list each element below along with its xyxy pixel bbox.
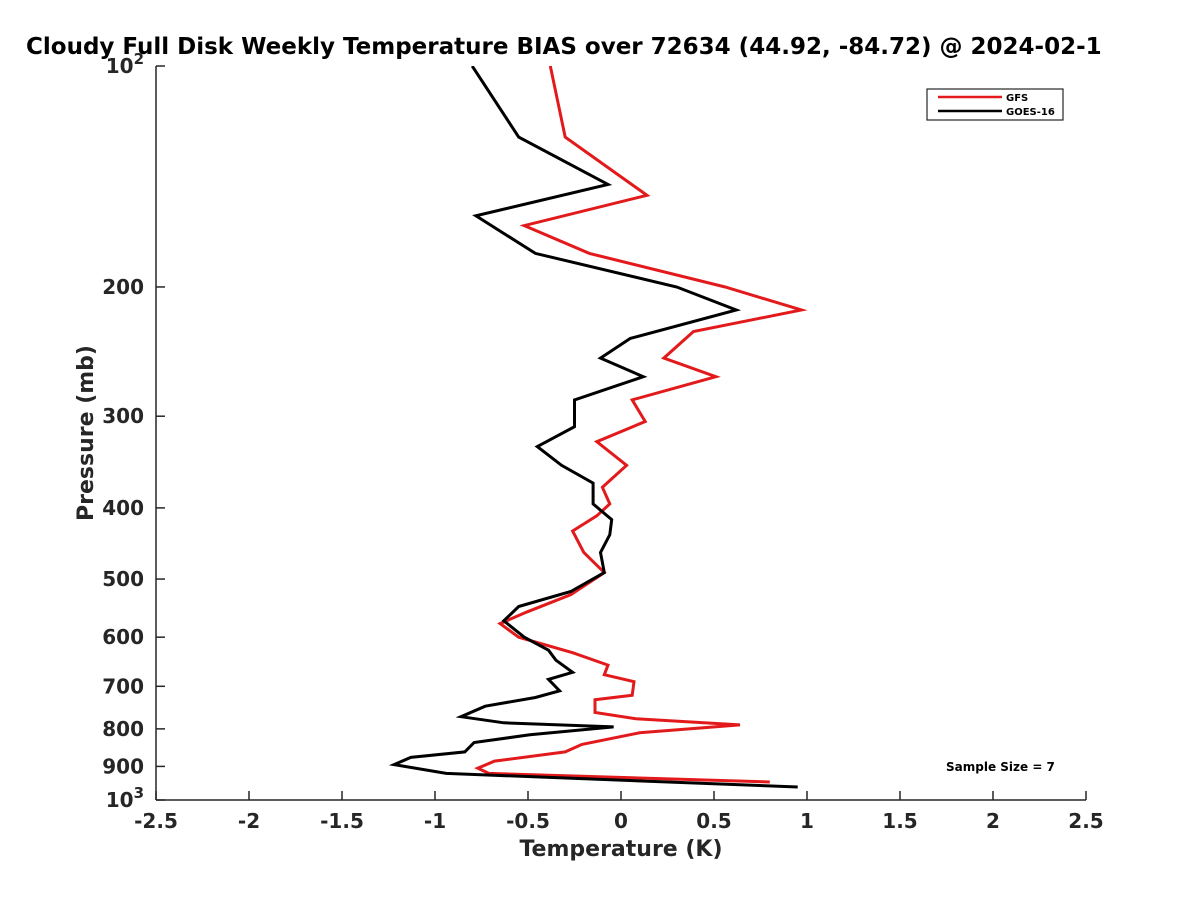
sample-size-annotation: Sample Size = 7 xyxy=(946,760,1055,774)
y-tick-label: 800 xyxy=(102,717,144,741)
x-tick-label: -2 xyxy=(238,809,260,833)
legend-box xyxy=(926,88,1064,121)
series-line-goes16 xyxy=(388,66,798,789)
y-tick-label: 103 xyxy=(106,784,144,812)
legend-label-goes16: GOES-16 xyxy=(1006,107,1055,118)
x-tick-label: 1.5 xyxy=(882,809,917,833)
x-tick-label: -0.5 xyxy=(506,809,550,833)
x-tick-label: 2.5 xyxy=(1068,809,1103,833)
y-tick-label: 300 xyxy=(102,404,144,428)
legend: GFS GOES-16 xyxy=(926,88,1064,121)
x-axis-title: Temperature (K) xyxy=(519,837,722,862)
y-tick-label: 500 xyxy=(102,567,144,591)
x-tick-label: 0 xyxy=(614,809,628,833)
y-tick-label: 400 xyxy=(102,496,144,520)
x-tick-label: 1 xyxy=(800,809,814,833)
y-tick-label: 600 xyxy=(102,625,144,649)
x-tick-label: 0.5 xyxy=(696,809,731,833)
x-tick-label: 2 xyxy=(986,809,1000,833)
y-tick-label: 900 xyxy=(102,754,144,778)
y-tick-label: 700 xyxy=(102,674,144,698)
y-tick-label: 200 xyxy=(102,275,144,299)
chart-title: Cloudy Full Disk Weekly Temperature BIAS… xyxy=(26,34,1102,60)
y-tick-label: 102 xyxy=(106,50,144,78)
x-tick-label: -2.5 xyxy=(134,809,178,833)
legend-label-gfs: GFS xyxy=(1006,93,1028,104)
x-tick-label: -1 xyxy=(424,809,446,833)
y-axis-title: Pressure (mb) xyxy=(74,345,99,521)
x-tick-label: -1.5 xyxy=(320,809,364,833)
